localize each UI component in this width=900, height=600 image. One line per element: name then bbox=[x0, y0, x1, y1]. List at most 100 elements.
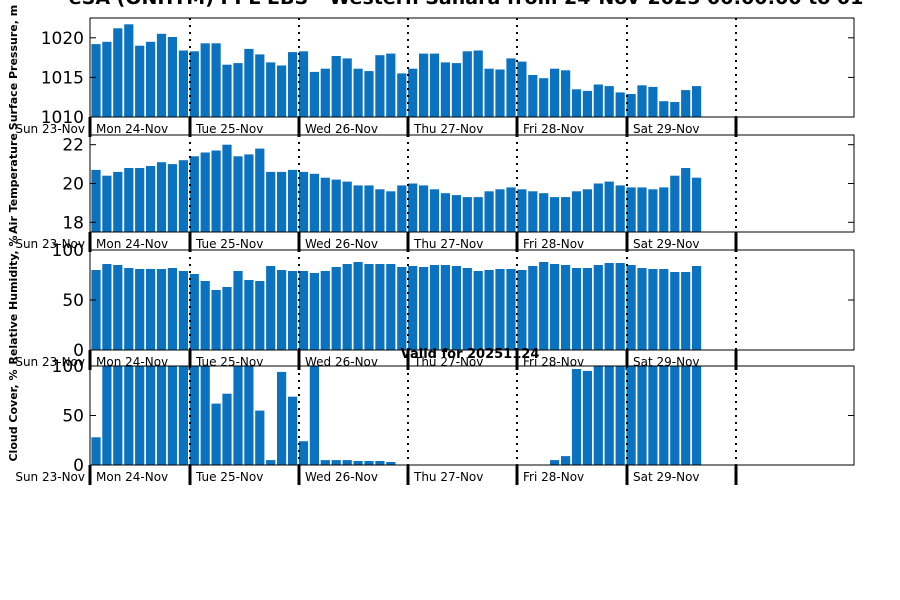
bar bbox=[277, 171, 287, 232]
y-tick-label: 22 bbox=[62, 136, 84, 156]
bar bbox=[397, 267, 407, 350]
bar bbox=[561, 197, 571, 232]
bar bbox=[353, 185, 363, 232]
bar bbox=[550, 264, 560, 350]
bar bbox=[626, 94, 636, 117]
bar bbox=[659, 366, 669, 465]
bar bbox=[309, 273, 319, 350]
day-label: Fri 28-Nov bbox=[523, 470, 584, 484]
bar bbox=[113, 366, 123, 465]
bar bbox=[462, 197, 472, 232]
bar bbox=[288, 52, 298, 117]
bar bbox=[429, 265, 440, 350]
day-label: Mon 24-Nov bbox=[96, 470, 168, 484]
bar bbox=[408, 183, 418, 232]
bar bbox=[189, 51, 199, 117]
bar bbox=[91, 270, 101, 350]
bar bbox=[506, 58, 516, 117]
bar bbox=[298, 441, 309, 465]
bar bbox=[429, 53, 440, 117]
bar bbox=[681, 366, 691, 465]
bar bbox=[167, 268, 177, 350]
bar bbox=[582, 370, 592, 465]
bar bbox=[397, 73, 407, 117]
bar bbox=[135, 366, 145, 465]
bar bbox=[648, 86, 658, 117]
figure-title: eSA (ONHTM) PPL EBS - Western Sahara fro… bbox=[69, 0, 872, 9]
bar bbox=[473, 197, 483, 232]
bar bbox=[211, 43, 221, 117]
bar bbox=[648, 366, 658, 465]
bar bbox=[331, 56, 341, 117]
bar bbox=[604, 86, 614, 117]
bar bbox=[419, 267, 429, 350]
bar bbox=[670, 366, 680, 465]
bar bbox=[561, 70, 571, 117]
bar bbox=[670, 175, 680, 232]
bar bbox=[178, 50, 188, 117]
bar bbox=[233, 156, 243, 232]
bar bbox=[113, 28, 123, 117]
bar bbox=[91, 169, 101, 232]
day-label: Fri 28-Nov bbox=[523, 237, 584, 251]
axes-frame bbox=[89, 17, 855, 118]
bar bbox=[255, 281, 265, 350]
bar bbox=[266, 62, 276, 117]
y-tick-label: 50 bbox=[62, 407, 84, 427]
bar bbox=[440, 193, 450, 232]
bar bbox=[550, 68, 560, 117]
bar bbox=[451, 195, 461, 232]
bar bbox=[670, 102, 680, 117]
bar bbox=[429, 189, 440, 232]
bar bbox=[189, 274, 199, 350]
bar bbox=[364, 264, 374, 350]
bar bbox=[342, 460, 352, 465]
bar bbox=[189, 156, 199, 232]
bar bbox=[342, 181, 352, 232]
bar bbox=[484, 68, 494, 117]
day-label: Mon 24-Nov bbox=[96, 237, 168, 251]
bar bbox=[528, 75, 538, 117]
bar bbox=[495, 269, 505, 350]
bar bbox=[386, 191, 396, 232]
y-tick-label: 100 bbox=[52, 241, 84, 261]
bar bbox=[375, 264, 385, 350]
bar bbox=[550, 197, 560, 232]
bar bbox=[135, 168, 145, 232]
relative-humidity-panel: 0 50 100 Relative Humidity, %Sun 23-Nov Mon … bbox=[7, 235, 855, 370]
day-label: Sat 29-Nov bbox=[633, 122, 700, 136]
day-label: Wed 26-Nov bbox=[305, 470, 378, 484]
bar bbox=[200, 43, 210, 117]
bar bbox=[178, 366, 188, 465]
bar bbox=[135, 269, 145, 350]
bar bbox=[124, 168, 134, 232]
bar bbox=[233, 271, 243, 350]
y-tick-label: 50 bbox=[62, 291, 84, 311]
bar bbox=[298, 171, 309, 232]
bar bbox=[637, 366, 647, 465]
y-tick-label: 20 bbox=[62, 175, 84, 195]
bar bbox=[102, 175, 112, 232]
bar bbox=[528, 191, 538, 232]
bar bbox=[397, 185, 407, 232]
bar bbox=[571, 268, 582, 350]
bar bbox=[539, 78, 549, 117]
bar bbox=[266, 460, 276, 465]
bar bbox=[473, 50, 483, 117]
bar bbox=[408, 266, 418, 350]
bar bbox=[637, 268, 647, 350]
bar bbox=[167, 366, 177, 465]
bar bbox=[462, 268, 472, 350]
y-tick-label: 18 bbox=[62, 213, 84, 233]
bar bbox=[364, 461, 374, 465]
bar bbox=[244, 48, 254, 117]
bar bbox=[298, 271, 309, 350]
bar bbox=[539, 262, 549, 350]
bar bbox=[604, 181, 614, 232]
bar bbox=[375, 55, 385, 117]
bar bbox=[670, 272, 680, 350]
bar bbox=[222, 393, 232, 465]
bar bbox=[124, 24, 134, 117]
bar bbox=[320, 271, 330, 350]
